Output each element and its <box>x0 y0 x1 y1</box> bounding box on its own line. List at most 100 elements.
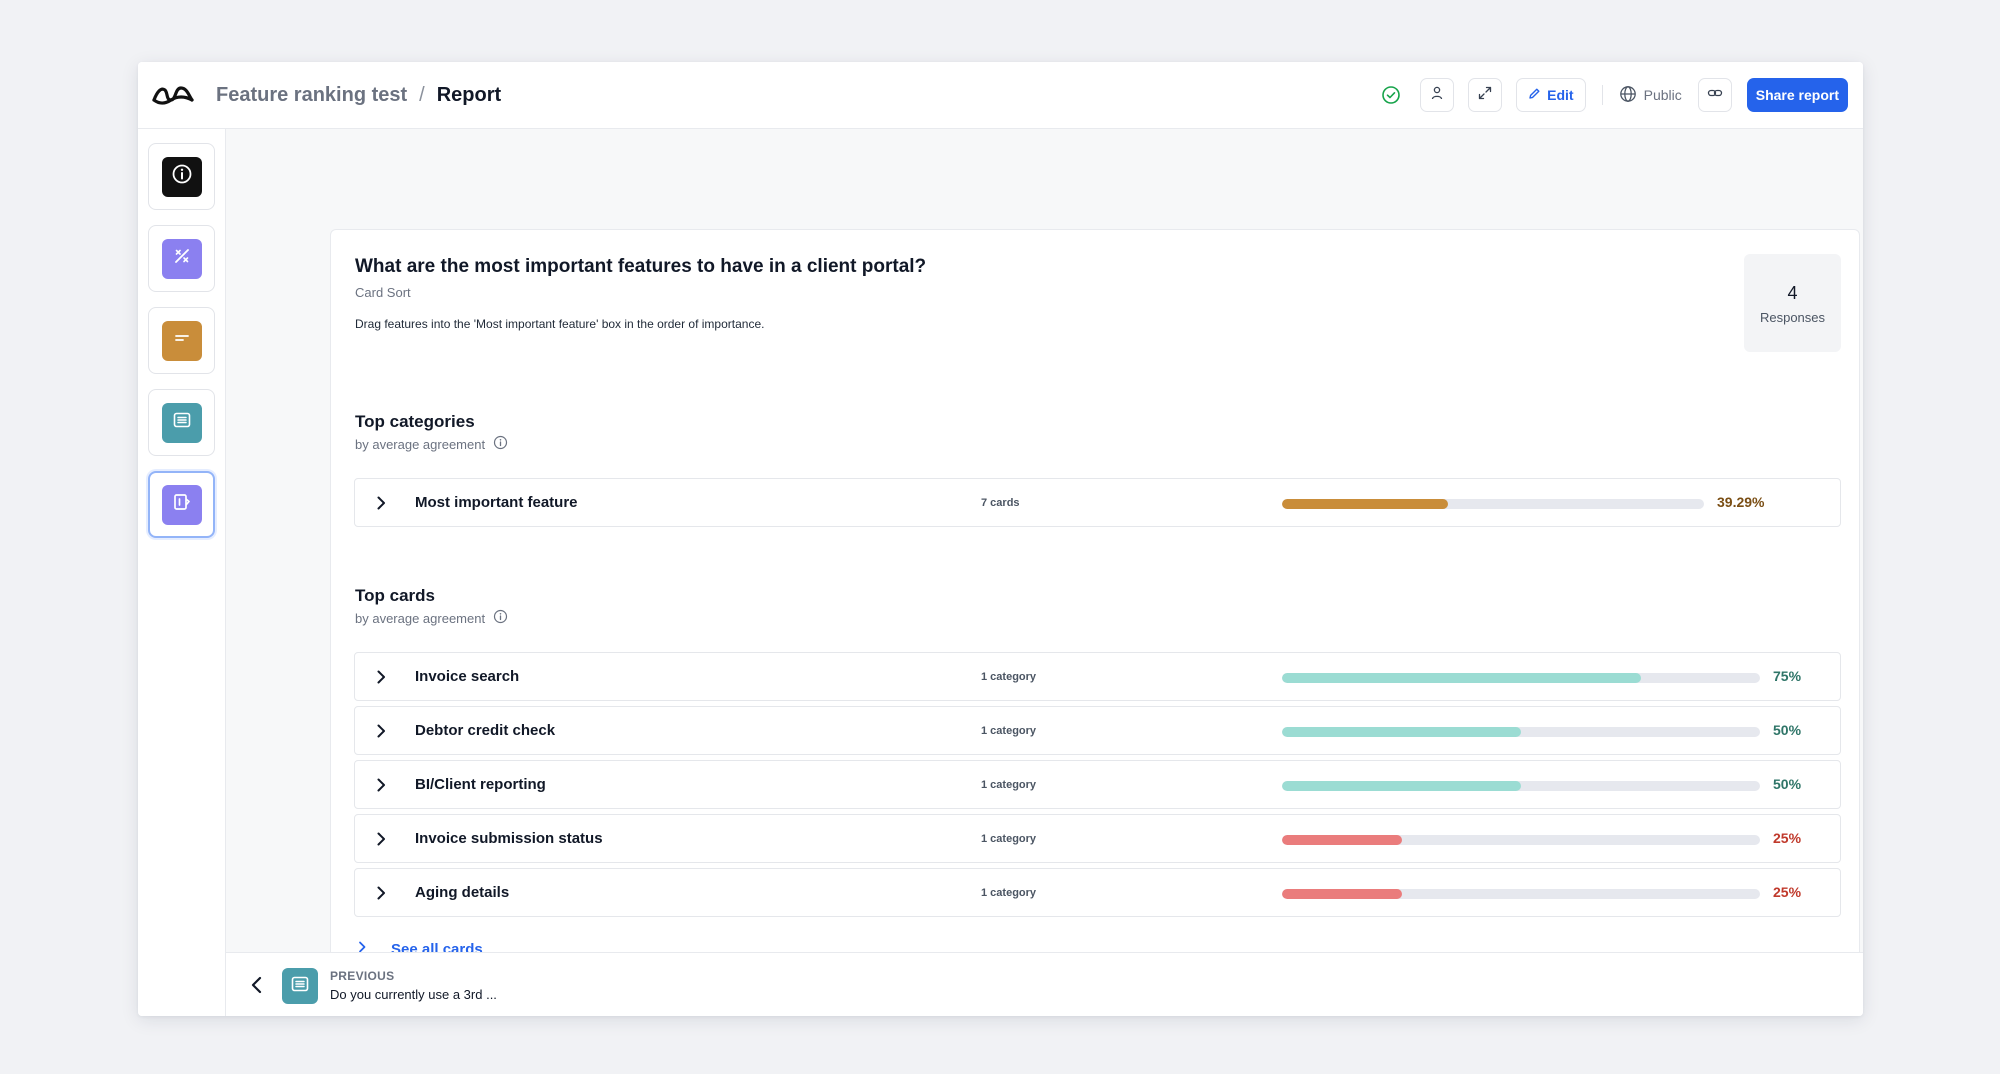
link-icon <box>1707 85 1723 106</box>
info-icon <box>171 163 193 190</box>
agreement-percent: 25% <box>1773 830 1802 846</box>
agreement-percent: 50% <box>1773 722 1802 738</box>
sidebar-tile <box>161 484 202 525</box>
chevron-right-icon[interactable] <box>371 883 391 903</box>
visibility-label: Public <box>1643 87 1682 103</box>
visibility-toggle[interactable]: Public <box>1619 85 1682 106</box>
row-count: 1 category <box>981 725 1037 737</box>
agreement-bar-fill <box>1282 835 1402 845</box>
subtitle-text: by average agreement <box>355 436 486 452</box>
agreement-bar-fill <box>1282 727 1521 737</box>
expand-button[interactable] <box>1468 78 1503 112</box>
chevron-left-icon[interactable] <box>246 974 268 996</box>
agreement-row[interactable]: Aging details 1 category 25% <box>354 868 1841 917</box>
sidebar-item-card-sort[interactable] <box>148 471 215 538</box>
agreement-bar-track <box>1282 781 1760 791</box>
agreement-bar-track <box>1282 835 1760 845</box>
previous-question-tile <box>282 968 318 1004</box>
participant-button[interactable] <box>1420 78 1455 112</box>
pencil-icon <box>1528 87 1541 103</box>
share-report-button[interactable]: Share report <box>1746 78 1848 112</box>
agreement-bar-fill <box>1282 889 1402 899</box>
header-actions: Edit Public Share report <box>1380 78 1848 112</box>
agreement-bar-fill <box>1282 499 1448 509</box>
question-report-card: What are the most important features to … <box>330 229 1860 1016</box>
agreement-percent: 39.29% <box>1717 494 1765 510</box>
breadcrumb-separator: / <box>419 84 425 106</box>
question-sidebar <box>138 129 226 1016</box>
app-logo[interactable] <box>151 82 195 108</box>
report-area: What are the most important features to … <box>226 129 1863 1016</box>
sidebar-item-list[interactable] <box>148 389 215 456</box>
top-cards-subtitle: by average agreement <box>355 609 508 627</box>
row-name: Invoice search <box>415 668 520 685</box>
row-name: Aging details <box>415 884 510 901</box>
list-icon <box>171 409 193 436</box>
row-name: Invoice submission status <box>415 830 603 847</box>
agreement-bar-track <box>1282 727 1760 737</box>
saved-check-icon <box>1380 84 1402 106</box>
agreement-bar-track <box>1282 673 1760 683</box>
responses-count: 4 <box>1787 283 1798 303</box>
card-sort-icon <box>171 491 193 518</box>
previous-question-bar[interactable]: PREVIOUS Do you currently use a 3rd ... <box>226 952 1863 1016</box>
agreement-bar-track <box>1282 499 1704 509</box>
top-categories-title: Top categories <box>355 412 475 431</box>
row-count: 1 category <box>981 833 1037 845</box>
chevron-right-icon[interactable] <box>371 493 391 513</box>
edit-button[interactable]: Edit <box>1516 78 1586 112</box>
row-count: 1 category <box>981 671 1037 683</box>
info-icon[interactable] <box>493 435 508 453</box>
sidebar-tile <box>161 320 202 361</box>
agreement-bar-fill <box>1282 673 1641 683</box>
agreement-percent: 50% <box>1773 776 1802 792</box>
subtitle-text: by average agreement <box>355 610 486 626</box>
agreement-row[interactable]: BI/Client reporting 1 category 50% <box>354 760 1841 809</box>
sidebar-item-percent[interactable] <box>148 225 215 292</box>
question-title: What are the most important features to … <box>355 256 927 277</box>
agreement-row[interactable]: Invoice search 1 category 75% <box>354 652 1841 701</box>
row-name: BI/Client reporting <box>415 776 546 793</box>
breadcrumb-current: Report <box>436 84 502 106</box>
list-icon <box>289 973 311 1000</box>
agreement-bar-fill <box>1282 781 1521 791</box>
question-description: Drag features into the 'Most important f… <box>355 317 765 331</box>
row-count: 1 category <box>981 779 1037 791</box>
row-name: Debtor credit check <box>415 722 556 739</box>
agreement-percent: 75% <box>1773 668 1802 684</box>
percent-icon <box>171 245 193 272</box>
agreement-row[interactable]: Most important feature 7 cards 39.29% <box>354 478 1841 527</box>
chevron-right-icon[interactable] <box>371 829 391 849</box>
copy-link-button[interactable] <box>1697 78 1732 112</box>
agreement-row[interactable]: Debtor credit check 1 category 50% <box>354 706 1841 755</box>
top-bar: Feature ranking test / Report <box>138 62 1863 129</box>
chevron-right-icon <box>355 940 369 958</box>
header-divider <box>1601 85 1603 105</box>
row-count: 7 cards <box>981 497 1020 509</box>
top-cards-title: Top cards <box>355 586 435 605</box>
responses-summary: 4 Responses <box>1744 254 1841 352</box>
agreement-percent: 25% <box>1773 884 1802 900</box>
breadcrumb-project[interactable]: Feature ranking test <box>216 84 408 106</box>
agreement-bar-track <box>1282 889 1760 899</box>
short-text-icon <box>171 327 193 354</box>
globe-icon <box>1619 85 1637 106</box>
chevron-right-icon[interactable] <box>371 775 391 795</box>
chevron-right-icon[interactable] <box>371 721 391 741</box>
info-icon[interactable] <box>493 609 508 627</box>
question-type: Card Sort <box>355 285 411 300</box>
previous-label: PREVIOUS <box>330 969 395 983</box>
top-categories-subtitle: by average agreement <box>355 435 508 453</box>
app-window: Feature ranking test / Report <box>138 62 1863 1016</box>
sidebar-item-short-text[interactable] <box>148 307 215 374</box>
row-count: 1 category <box>981 887 1037 899</box>
sidebar-item-intro[interactable] <box>148 143 215 210</box>
previous-question-text: Do you currently use a 3rd ... <box>330 987 497 1002</box>
row-name: Most important feature <box>415 494 578 511</box>
edit-label: Edit <box>1547 87 1574 103</box>
sidebar-tile <box>161 238 202 279</box>
chevron-right-icon[interactable] <box>371 667 391 687</box>
breadcrumb: Feature ranking test / Report <box>216 84 501 107</box>
agreement-row[interactable]: Invoice submission status 1 category 25% <box>354 814 1841 863</box>
sidebar-tile <box>161 156 202 197</box>
